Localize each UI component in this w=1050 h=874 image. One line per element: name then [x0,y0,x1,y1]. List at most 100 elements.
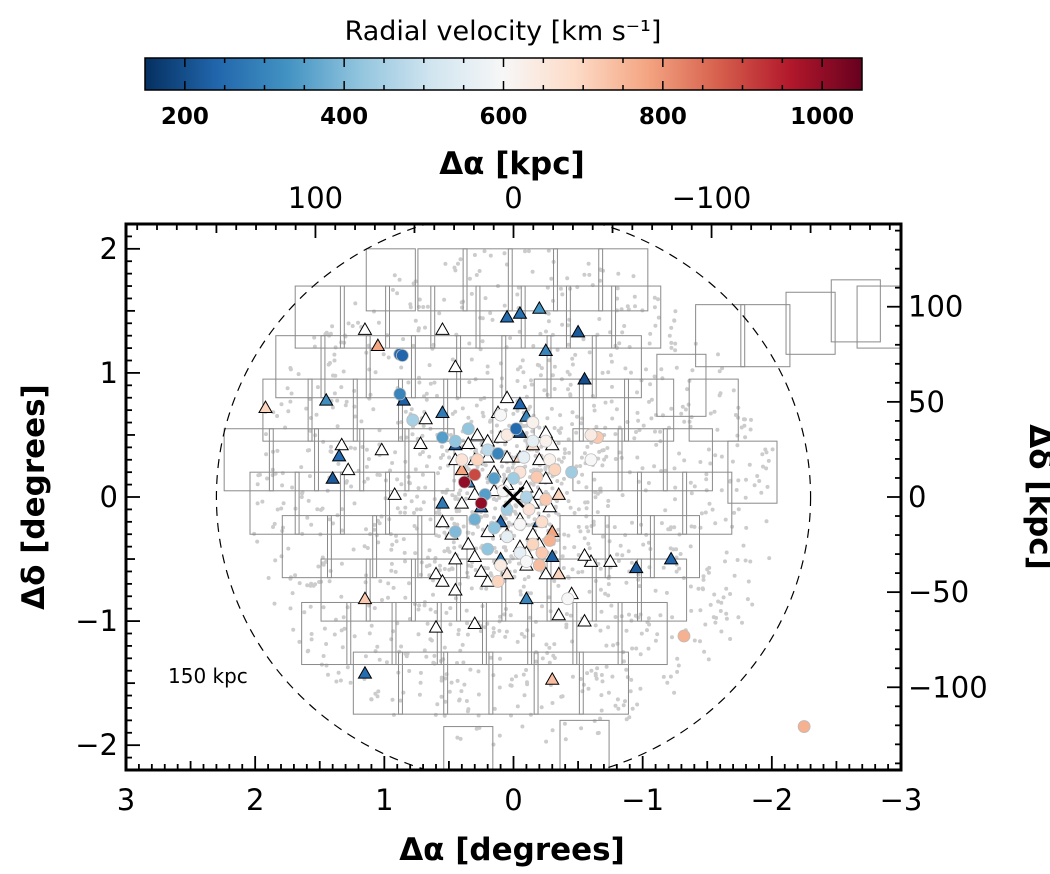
background-point [701,577,706,582]
background-point [413,551,418,556]
background-point [483,463,488,468]
background-point [416,326,421,331]
velocity-circle [561,592,575,606]
y-right-tick-label: −50 [908,575,969,609]
background-point [396,420,400,425]
background-point [363,580,368,585]
background-point [553,504,558,509]
velocity-triangle [525,526,541,540]
velocity-triangle [418,411,434,425]
background-point [631,274,636,279]
background-point [356,320,360,325]
background-point [649,397,654,402]
background-point [560,292,565,297]
background-point [733,413,738,417]
background-point [606,498,611,503]
survey-field [572,601,623,666]
survey-field [281,515,332,579]
background-point [570,674,575,679]
background-point [403,651,408,656]
velocity-triangle [448,359,463,373]
background-point [550,373,555,378]
background-point [522,577,527,582]
background-point [484,586,489,591]
background-point [503,634,508,639]
background-point [692,524,697,529]
background-point [453,596,458,601]
background-point [438,455,443,460]
background-point [379,514,384,519]
background-point [399,644,404,649]
background-point [458,488,463,493]
background-point [523,249,527,254]
background-point [344,399,349,404]
survey-field [223,428,274,492]
background-point [570,362,575,367]
background-point [363,654,368,659]
background-point [344,480,349,485]
background-point [528,404,533,409]
background-point [326,672,330,677]
survey-field [365,248,416,312]
background-point [336,670,341,675]
background-point [668,674,673,679]
background-point [279,402,284,407]
survey-field [533,651,584,715]
background-point [340,645,345,650]
background-point [265,476,270,481]
background-point [335,398,340,403]
background-point [437,511,442,516]
background-point [395,506,400,511]
background-point [533,453,538,458]
background-point [663,508,668,513]
background-point [633,304,637,309]
background-point [375,472,380,477]
background-point [582,272,587,277]
background-point [610,674,615,679]
background-point [330,405,335,410]
background-point [582,536,587,541]
background-point [656,297,660,302]
background-point [701,574,706,579]
background-point [513,503,518,508]
background-point [315,385,320,390]
background-point [547,522,552,527]
background-point [401,537,406,542]
background-point [674,365,679,370]
background-point [526,249,531,254]
background-point [465,491,470,496]
background-point [339,385,344,390]
background-point [474,273,479,277]
background-point [389,568,394,573]
background-point [528,712,533,717]
background-point [480,339,485,344]
background-point [467,341,472,346]
background-point [680,404,685,409]
background-point [413,318,418,323]
background-point [443,261,448,266]
background-point [474,403,479,408]
background-point [749,417,753,422]
background-point [563,737,568,742]
background-point [712,409,717,414]
background-point [595,510,600,515]
survey-field [559,719,610,770]
background-point [491,630,496,635]
background-point [623,533,628,538]
velocity-circle [487,471,501,485]
background-point [441,657,446,662]
background-point [437,311,442,316]
background-point [661,565,666,570]
colorbar-tick-label: 1000 [790,104,854,130]
background-point [558,430,562,435]
background-point [532,517,537,522]
background-point [546,595,551,600]
background-point [290,591,295,596]
background-point [593,495,598,500]
background-point [510,465,515,470]
background-point [674,569,679,574]
background-point [604,664,609,669]
background-point [393,450,398,455]
velocity-triangle [467,616,483,629]
background-point [494,550,499,554]
